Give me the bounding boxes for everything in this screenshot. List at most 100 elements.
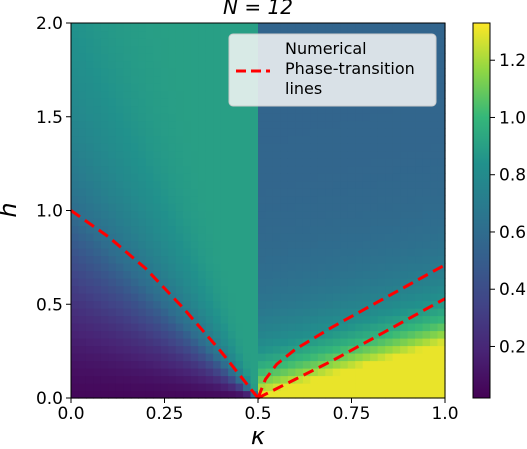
heatmap-cell [295, 240, 304, 249]
heatmap-cell [265, 315, 274, 324]
heatmap-cell [400, 218, 409, 227]
heatmap-cell [317, 203, 326, 212]
heatmap-cell [153, 255, 162, 264]
heatmap-cell [347, 105, 356, 114]
heatmap-cell [310, 218, 319, 227]
heatmap-cell [198, 203, 207, 212]
heatmap-cell [205, 113, 214, 122]
heatmap-cell [100, 75, 109, 84]
heatmap-cell [228, 330, 237, 339]
heatmap-cell [272, 128, 282, 137]
heatmap-cell [198, 240, 207, 249]
heatmap-cell [287, 113, 296, 122]
phase-transition-line-3 [257, 297, 446, 400]
heatmap-cell [220, 240, 229, 249]
heatmap-cell [287, 218, 296, 227]
heatmap-cell [78, 308, 87, 317]
heatmap-cell [250, 218, 259, 227]
heatmap-cell [153, 233, 162, 242]
heatmap-cell [430, 203, 439, 212]
heatmap-cell [243, 375, 252, 384]
heatmap-cell [153, 53, 162, 62]
heatmap-cell [213, 248, 222, 257]
heatmap-cell [213, 90, 222, 99]
heatmap-cell [115, 390, 124, 399]
heatmap-cell [198, 338, 207, 347]
heatmap-cell [198, 30, 207, 39]
heatmap-cell [145, 53, 154, 62]
heatmap-cell [310, 105, 319, 114]
heatmap-cell [392, 375, 401, 384]
heatmap-cell [85, 330, 95, 339]
heatmap-cell [347, 285, 356, 294]
heatmap-cell [138, 113, 147, 122]
heatmap-cell [138, 375, 147, 384]
heatmap-cell [310, 23, 319, 32]
heatmap-cell [377, 120, 386, 129]
heatmap-cell [250, 113, 259, 122]
heatmap-cell [183, 203, 192, 212]
heatmap-cell [175, 255, 184, 264]
heatmap-cell [85, 248, 95, 257]
heatmap-cell [145, 98, 154, 107]
heatmap-cell [437, 375, 446, 384]
heatmap-cell [71, 75, 80, 84]
heatmap-cell [362, 360, 371, 369]
heatmap-cell [317, 165, 326, 174]
heatmap-cell [250, 240, 259, 249]
heatmap-cell [168, 128, 177, 137]
heatmap-cell [340, 338, 349, 347]
heatmap-cell [287, 353, 296, 362]
heatmap-cell [115, 338, 124, 347]
heatmap-cell [422, 135, 431, 144]
heatmap-cell [355, 233, 364, 242]
heatmap-cell [93, 353, 102, 362]
heatmap-cell [287, 315, 296, 324]
heatmap-cell [100, 60, 109, 69]
heatmap-cell [78, 45, 87, 54]
heatmap-cell [415, 120, 424, 129]
heatmap-cell [108, 53, 117, 62]
heatmap-cell [243, 330, 252, 339]
heatmap-cell [415, 390, 424, 399]
heatmap-cell [287, 128, 296, 137]
heatmap-cell [130, 53, 139, 62]
heatmap-cell [78, 315, 87, 324]
heatmap-cell [145, 128, 154, 137]
heatmap-cell [228, 195, 237, 204]
heatmap-cell [415, 248, 424, 257]
heatmap-cell [407, 300, 416, 309]
heatmap-cell [317, 158, 326, 167]
heatmap-cell [205, 240, 214, 249]
heatmap-cell [385, 173, 394, 182]
heatmap-cell [138, 173, 147, 182]
heatmap-cell [93, 150, 102, 159]
heatmap-cell [183, 330, 192, 339]
heatmap-cell [265, 293, 274, 302]
heatmap-cell [213, 150, 222, 159]
heatmap-cell [93, 360, 102, 369]
heatmap-cell [272, 113, 282, 122]
heatmap-cell [347, 330, 356, 339]
heatmap-cell [123, 240, 132, 249]
heatmap-cell [153, 30, 162, 39]
heatmap-cell [130, 38, 139, 47]
heatmap-cell [168, 330, 177, 339]
heatmap-cell [243, 323, 252, 332]
heatmap-cell [160, 143, 169, 152]
heatmap-cell [385, 188, 394, 197]
heatmap-cell [198, 180, 207, 189]
heatmap-cell [392, 278, 401, 287]
heatmap-cell [400, 338, 409, 347]
heatmap-cell [153, 180, 162, 189]
heatmap-cell [71, 128, 80, 137]
heatmap-cell [198, 23, 207, 32]
heatmap-cell [347, 390, 356, 399]
heatmap-cell [160, 233, 169, 242]
heatmap-cell [160, 330, 169, 339]
heatmap-cell [205, 105, 214, 114]
heatmap-cell [377, 308, 386, 317]
heatmap-cell [175, 225, 184, 234]
heatmap-cell [220, 270, 229, 279]
heatmap-cell [175, 90, 184, 99]
